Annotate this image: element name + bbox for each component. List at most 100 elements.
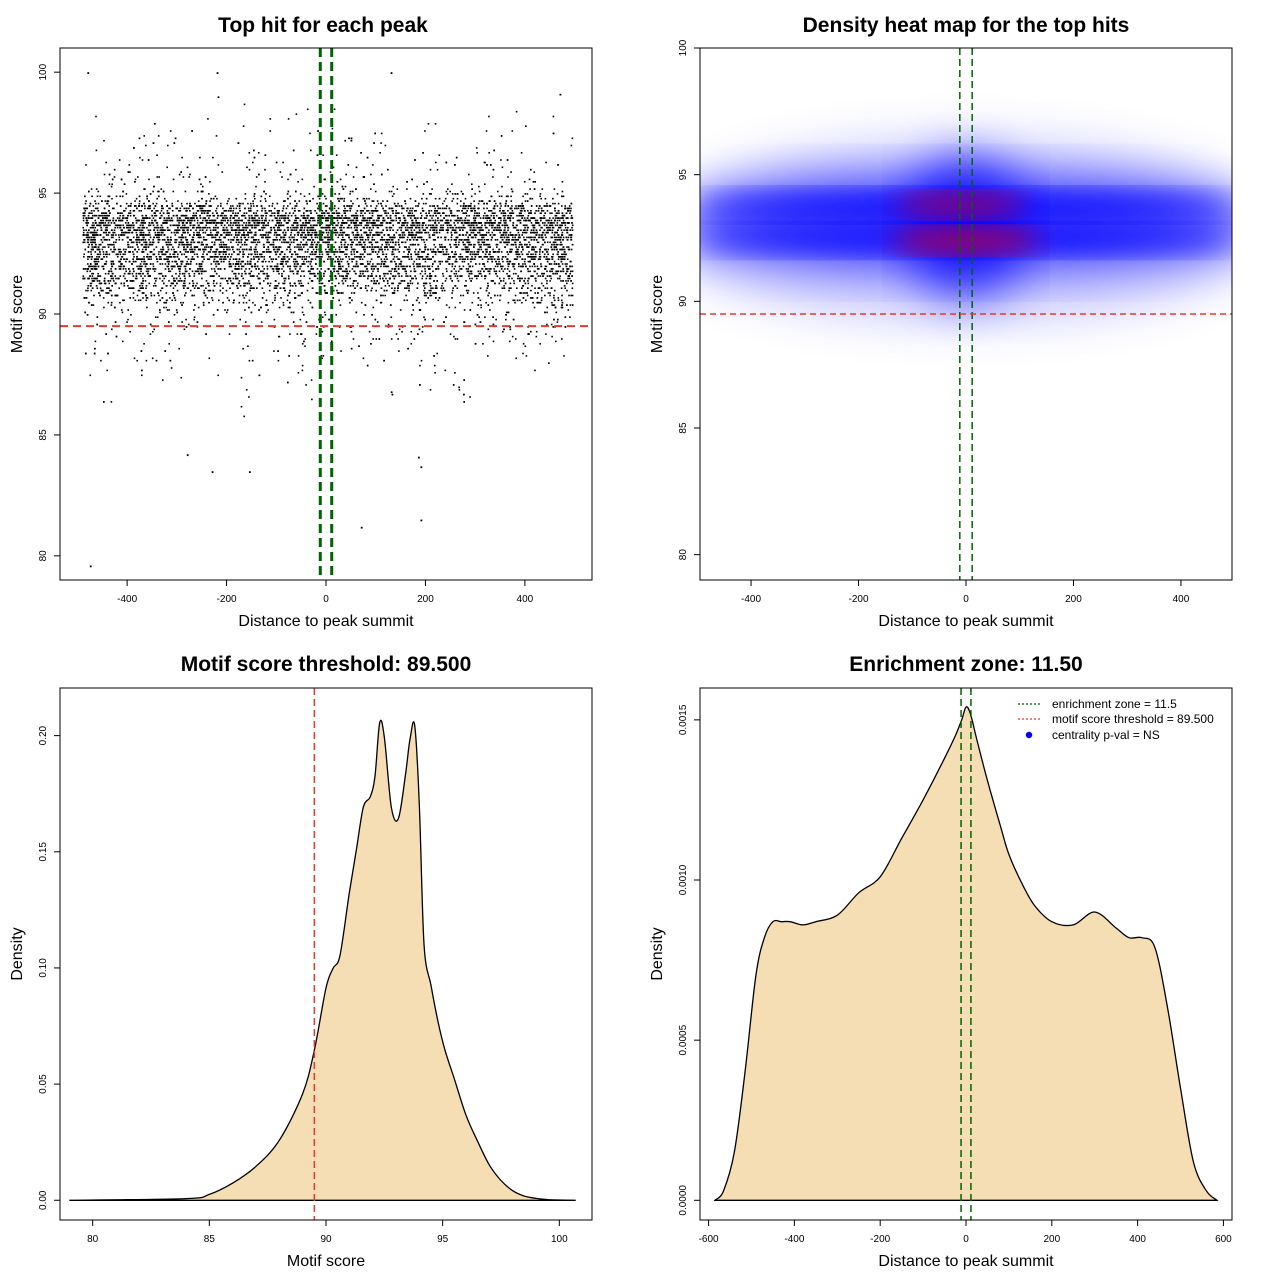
scatter-point	[205, 239, 208, 241]
scatter-point	[390, 207, 392, 210]
scatter-point	[399, 263, 402, 265]
scatter-point	[143, 256, 145, 258]
scatter-point	[394, 287, 396, 289]
scatter-point	[336, 289, 338, 292]
scatter-point	[481, 258, 484, 260]
scatter-point	[211, 234, 214, 236]
scatter-point	[570, 214, 573, 217]
scatter-point	[350, 251, 353, 253]
scatter-point	[469, 277, 471, 280]
scatter-point	[188, 176, 190, 178]
scatter-point	[209, 200, 211, 202]
scatter-point	[169, 285, 172, 287]
scatter-point	[538, 256, 541, 258]
scatter-point	[500, 229, 502, 231]
scatter-point	[112, 236, 114, 239]
scatter-point	[490, 297, 492, 299]
scatter-point	[560, 241, 562, 244]
scatter-point	[522, 224, 525, 227]
scatter-point	[502, 212, 505, 214]
scatter-point	[192, 224, 194, 227]
scatter-point	[152, 265, 155, 268]
scatter-point	[315, 333, 318, 335]
scatter-point	[534, 287, 536, 289]
scatter-point	[504, 214, 507, 217]
scatter-point	[153, 268, 155, 270]
scatter-point	[98, 248, 101, 251]
scatter-point	[514, 241, 516, 244]
scatter-point	[110, 236, 113, 239]
scatter-point	[341, 239, 343, 241]
scatter-point	[519, 219, 522, 222]
scatter-point	[494, 251, 497, 253]
scatter-point	[523, 231, 526, 234]
scatter-point	[512, 299, 514, 302]
scatter-point	[206, 297, 209, 299]
scatter-point	[323, 214, 326, 217]
scatter-point	[438, 260, 440, 263]
scatter-point	[244, 270, 246, 273]
scatter-point	[225, 214, 227, 217]
scatter-point	[263, 256, 265, 258]
scatter-point	[110, 234, 113, 236]
scatter-point	[147, 229, 150, 231]
scatter-point	[91, 239, 94, 241]
scatter-point	[484, 316, 486, 318]
scatter-point	[240, 268, 243, 270]
scatter-point	[230, 234, 233, 236]
scatter-point	[301, 270, 303, 273]
scatter-point	[493, 214, 495, 217]
scatter-point	[110, 243, 112, 246]
scatter-point	[197, 205, 200, 207]
scatter-point	[161, 280, 164, 282]
scatter-point	[248, 168, 251, 171]
scatter-point	[205, 287, 207, 289]
scatter-point	[181, 205, 183, 207]
scatter-point	[553, 294, 555, 297]
scatter-point	[520, 214, 522, 217]
scatter-point	[421, 207, 424, 210]
scatter-point	[524, 277, 526, 280]
scatter-point	[312, 268, 314, 270]
scatter-point	[415, 217, 417, 219]
scatter-point	[329, 171, 332, 173]
scatter-point	[281, 210, 284, 212]
scatter-point	[410, 270, 412, 273]
scatter-point	[343, 210, 345, 212]
scatter-point	[105, 234, 108, 236]
scatter-point	[302, 285, 304, 287]
scatter-point	[281, 241, 283, 244]
scatter-point	[294, 205, 297, 207]
scatter-point	[342, 236, 344, 239]
scatter-point	[232, 248, 234, 251]
scatter-point	[468, 214, 470, 217]
scatter-point	[521, 214, 523, 217]
scatter-point	[229, 280, 232, 282]
scatter-point	[168, 309, 170, 311]
scatter-point	[429, 294, 431, 297]
scatter-point	[294, 258, 297, 260]
scatter-point	[482, 263, 484, 265]
scatter-point	[363, 246, 366, 248]
scatter-point	[457, 243, 460, 246]
scatter-point	[376, 226, 379, 229]
scatter-point	[167, 144, 169, 147]
scatter-point	[362, 253, 364, 256]
scatter-point	[442, 248, 444, 251]
scatter-point	[328, 248, 330, 251]
scatter-point	[472, 222, 474, 224]
scatter-point	[442, 272, 444, 275]
scatter-point	[485, 130, 488, 132]
scatter-point	[228, 263, 231, 265]
scatter-point	[381, 243, 383, 246]
scatter-point	[279, 246, 282, 248]
scatter-point	[203, 258, 205, 260]
scatter-point	[282, 239, 285, 241]
scatter-point	[269, 243, 272, 246]
scatter-point	[334, 248, 337, 251]
scatter-point	[496, 275, 499, 277]
scatter-point	[527, 210, 529, 212]
scatter-point	[403, 251, 405, 253]
scatter-point	[376, 200, 379, 202]
scatter-point	[405, 272, 408, 275]
